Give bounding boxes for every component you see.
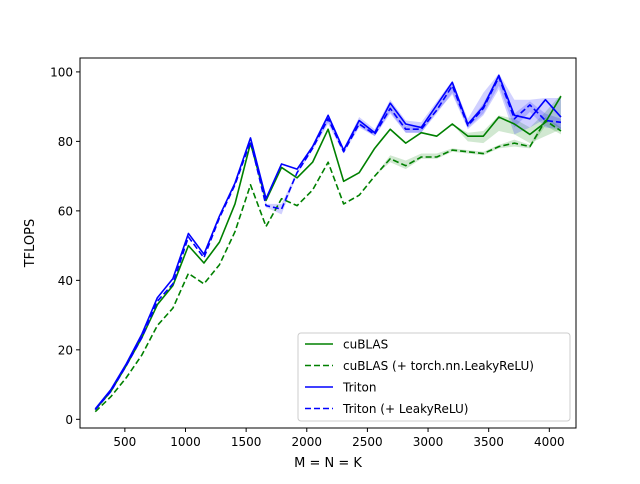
x-tick-label: 2500 <box>352 435 383 449</box>
x-tick-label: 3500 <box>473 435 504 449</box>
y-tick-label: 100 <box>50 65 73 79</box>
line-series-3 <box>94 76 562 411</box>
x-tick-label: 500 <box>113 435 136 449</box>
series-lines <box>94 74 562 413</box>
legend-label-3: Triton (+ LeakyReLU) <box>342 402 468 416</box>
x-tick-label: 3000 <box>413 435 444 449</box>
y-axis-label: TFLOPS <box>23 219 38 269</box>
line-series-0 <box>94 95 562 411</box>
y-tick-label: 60 <box>58 204 73 218</box>
x-axis-label: M = N = K <box>294 456 362 471</box>
x-tick-label: 4000 <box>534 435 565 449</box>
band-series-1 <box>95 117 561 412</box>
legend-label-2: Triton <box>342 381 377 395</box>
x-tick-label: 1000 <box>170 435 201 449</box>
x-tick-label: 1500 <box>231 435 262 449</box>
legend-label-0: cuBLAS <box>343 338 388 352</box>
confidence-bands <box>95 73 561 412</box>
legend-label-1: cuBLAS (+ torch.nn.LeakyReLU) <box>343 359 534 373</box>
legend-entries: cuBLAS cuBLAS (+ torch.nn.LeakyReLU) Trito… <box>305 338 534 416</box>
plot-area-frame <box>79 57 577 429</box>
x-tick-label: 2000 <box>292 435 323 449</box>
x-axis-ticks: 500 1000 1500 2000 2500 3000 3500 4000 <box>113 428 565 449</box>
band-series-2 <box>95 73 561 409</box>
y-tick-label: 0 <box>65 413 73 427</box>
band-series-0 <box>95 94 561 410</box>
y-tick-label: 40 <box>58 274 73 288</box>
legend: cuBLAS cuBLAS (+ torch.nn.LeakyReLU) Trito… <box>297 332 571 422</box>
y-tick-label: 20 <box>58 343 73 357</box>
y-axis-ticks: 0 20 40 60 80 100 <box>50 65 80 427</box>
y-tick-label: 80 <box>58 135 73 149</box>
legend-box <box>297 332 571 422</box>
line-series-1 <box>94 119 562 413</box>
